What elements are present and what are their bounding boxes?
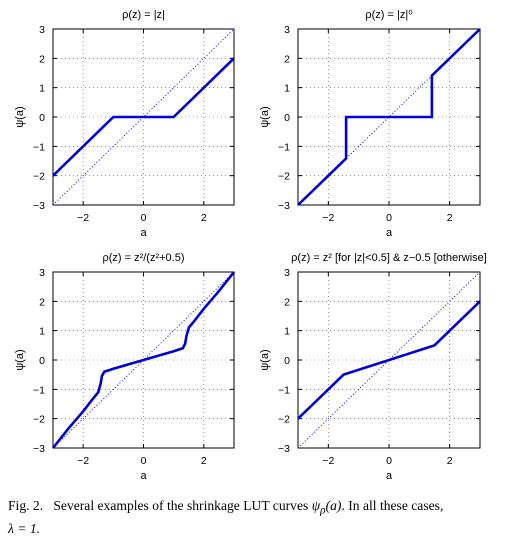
y-tick-label: 0: [284, 112, 290, 124]
y-tick-label: −1: [278, 384, 290, 396]
chart-panel-3: −2 0 2 −3 −2 −1 0 1 2 3 a ψ(a) ρ(z) = z²/(z²+0.5): [14, 252, 236, 482]
y-tick-label: 1: [284, 326, 290, 338]
chart-title: ρ(z) = z²/(z²+0.5): [102, 252, 184, 264]
y-tick-label: −1: [33, 384, 45, 396]
identity-line: [52, 28, 235, 206]
x-axis-label: a: [386, 227, 393, 239]
y-tick-label: −3: [278, 200, 290, 212]
x-tick-label: 0: [386, 455, 392, 467]
chart-panel-4: −2 0 2 −3 −2 −1 0 1 2 3 a ψ(a) ρ(z) = z² [for |z|<0.…: [259, 252, 487, 482]
chart-panel-2: −2 0 2 −3 −2 −1 0 1 2 3 a ψ(a) ρ(z) = |z|⁰: [259, 9, 481, 239]
y-tick-label: −3: [33, 200, 45, 212]
x-tick-label: 0: [141, 212, 147, 224]
caption-label: Fig. 2.: [8, 498, 44, 513]
x-tick-label: 0: [141, 455, 147, 467]
x-tick-label: 2: [447, 212, 453, 224]
identity-line: [297, 28, 481, 206]
chart-title: ρ(z) = |z|: [122, 9, 165, 21]
y-axis-label: ψ(a): [14, 106, 26, 127]
y-tick-label: 1: [284, 83, 290, 95]
y-axis-label: ψ(a): [259, 349, 271, 370]
x-tick-label: 0: [386, 212, 392, 224]
y-tick-label: 1: [39, 83, 45, 95]
y-axis-label: ψ(a): [14, 349, 26, 370]
chart-title: ρ(z) = |z|⁰: [365, 9, 413, 21]
caption-text: Several examples of the shrinkage LUT cu…: [53, 498, 309, 513]
chart-title: ρ(z) = z² [for |z|<0.5] & z−0.5 [otherwi…: [291, 252, 487, 264]
x-tick-label: −2: [322, 212, 334, 224]
identity-line: [52, 271, 235, 449]
y-tick-label: 3: [284, 267, 290, 279]
y-tick-label: 2: [39, 296, 45, 308]
x-tick-label: 2: [447, 455, 453, 467]
caption-symbol: ψ: [311, 498, 321, 513]
y-tick-label: 0: [39, 355, 45, 367]
y-tick-label: −3: [33, 443, 45, 455]
y-tick-label: 2: [39, 53, 45, 65]
figure-panels: −2 0 2 −3 −2 −1 0 1 2 3 a ψ(a) ρ(z) = |z| −2 0 2 −3 −2 −1 0…: [14, 9, 487, 482]
x-tick-label: −2: [77, 455, 89, 467]
y-tick-label: 0: [39, 112, 45, 124]
x-tick-label: −2: [77, 212, 89, 224]
y-axis-label: ψ(a): [259, 106, 271, 127]
y-tick-label: −1: [278, 141, 290, 153]
caption-line2: λ = 1.: [8, 520, 41, 536]
shrinkage-curve: [52, 57, 235, 177]
y-tick-label: 3: [284, 24, 290, 36]
y-tick-label: −2: [33, 171, 45, 183]
y-tick-label: 3: [39, 24, 45, 36]
y-tick-label: 3: [39, 267, 45, 279]
shrinkage-curve: [297, 300, 481, 420]
y-tick-label: 1: [39, 326, 45, 338]
identity-line: [297, 271, 481, 449]
caption-arg: (a): [325, 498, 342, 513]
chart-panel-1: −2 0 2 −3 −2 −1 0 1 2 3 a ψ(a) ρ(z) = |z|: [14, 9, 235, 239]
y-tick-label: 2: [284, 296, 290, 308]
y-tick-label: 2: [284, 53, 290, 65]
caption-text-end: . In all these cases,: [341, 498, 444, 513]
x-axis-label: a: [386, 470, 393, 482]
y-tick-label: 0: [284, 355, 290, 367]
y-tick-label: −2: [278, 171, 290, 183]
x-tick-label: 2: [201, 212, 207, 224]
y-tick-label: −2: [33, 414, 45, 426]
figure-caption: Fig. 2. Several examples of the shrinkag…: [8, 497, 506, 537]
x-axis-label: a: [140, 470, 147, 482]
shrinkage-curve: [297, 28, 481, 206]
y-tick-label: −3: [278, 443, 290, 455]
y-tick-label: −1: [33, 141, 45, 153]
x-tick-label: 2: [201, 455, 207, 467]
caption-subscript: ρ: [320, 504, 326, 517]
x-tick-label: −2: [322, 455, 334, 467]
shrinkage-curve: [51, 271, 236, 449]
y-tick-label: −2: [278, 414, 290, 426]
x-axis-label: a: [140, 227, 147, 239]
